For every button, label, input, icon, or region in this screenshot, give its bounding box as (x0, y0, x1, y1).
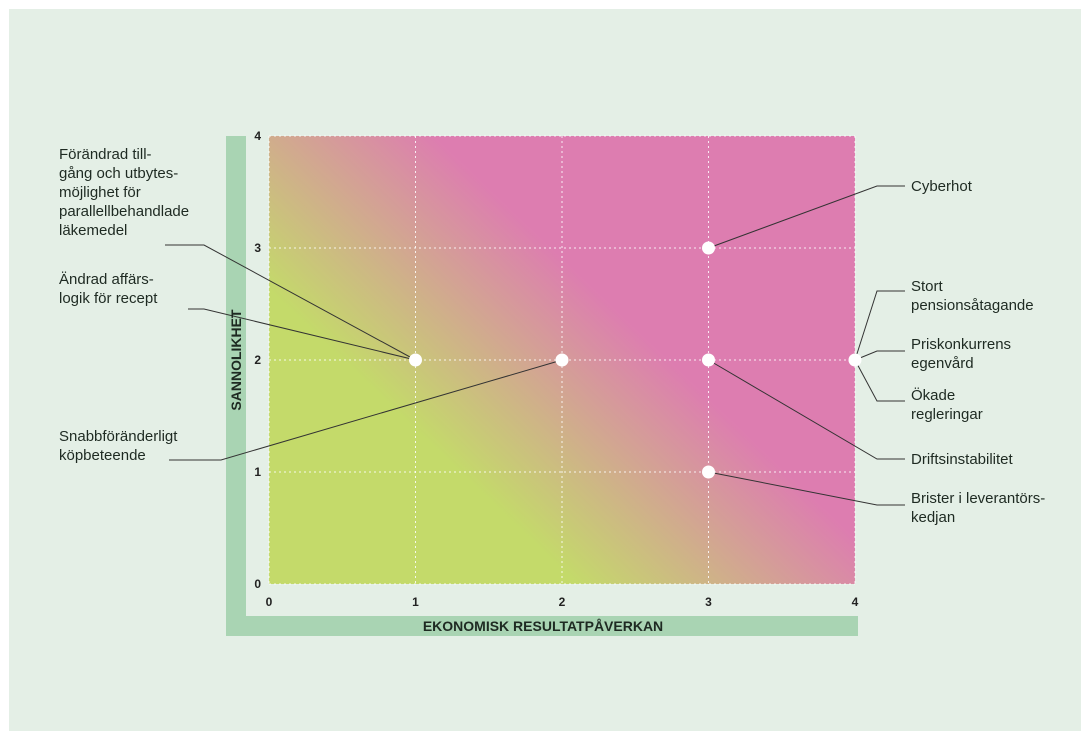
data-point (409, 353, 422, 367)
leader-line (854, 290, 905, 361)
x-tick-label: 4 (852, 595, 859, 609)
leader-line (708, 185, 905, 249)
leader-line (188, 308, 416, 361)
data-point (555, 353, 569, 367)
risk-matrix-chart: 0 1 2 3 4 0 1 2 3 4 Förändrad till-gång och utbyt… (59, 129, 1045, 636)
point-label: Priskonkurrens egenvård (911, 336, 1011, 372)
data-points (409, 241, 862, 479)
x-tick-label: 2 (559, 595, 566, 609)
leader-line (708, 359, 905, 460)
point-label: Brister i leverantörs-kedjan (911, 490, 1045, 526)
leader-line (165, 244, 416, 361)
axis-ticks: 0 1 2 3 4 0 1 2 3 4 (254, 129, 858, 609)
data-point (702, 353, 715, 367)
point-label: Cyberhot (911, 178, 973, 195)
data-point (702, 241, 715, 255)
x-tick-label: 0 (266, 595, 273, 609)
leader-line (854, 350, 905, 361)
leader-line (169, 359, 563, 461)
point-label: Förändrad till-gång och utbytes-möjlighe… (59, 146, 189, 239)
point-label: Ökade regleringar (911, 386, 983, 423)
x-axis-title: EKONOMISK RESULTATPÅVERKAN (423, 618, 663, 634)
label-leader-lines (165, 185, 905, 506)
chart-panel: 0 1 2 3 4 0 1 2 3 4 Förändrad till-gång och utbyt… (9, 9, 1081, 731)
point-labels: Förändrad till-gång och utbytes-möjlighe… (59, 146, 1045, 526)
data-point (702, 465, 715, 479)
point-label: Snabbföränderligt köpbeteende (59, 428, 178, 464)
point-label: Ändrad affärs-logik för recept (59, 271, 158, 307)
y-tick-label: 2 (254, 353, 261, 367)
y-tick-label: 1 (254, 465, 261, 479)
y-axis-band (226, 136, 246, 634)
y-tick-label: 4 (254, 129, 261, 143)
leader-line (854, 359, 905, 402)
y-axis-title: SANNOLIKHET (228, 309, 244, 411)
leader-line (708, 471, 905, 506)
data-point (848, 353, 862, 367)
x-axis-band (226, 616, 858, 636)
x-tick-label: 3 (705, 595, 712, 609)
x-tick-label: 1 (412, 595, 419, 609)
point-label: Driftsinstabilitet (911, 451, 1014, 468)
y-tick-label: 3 (254, 241, 261, 255)
point-label: Stort pensionsåtagande (911, 278, 1034, 314)
y-tick-label: 0 (254, 577, 261, 591)
